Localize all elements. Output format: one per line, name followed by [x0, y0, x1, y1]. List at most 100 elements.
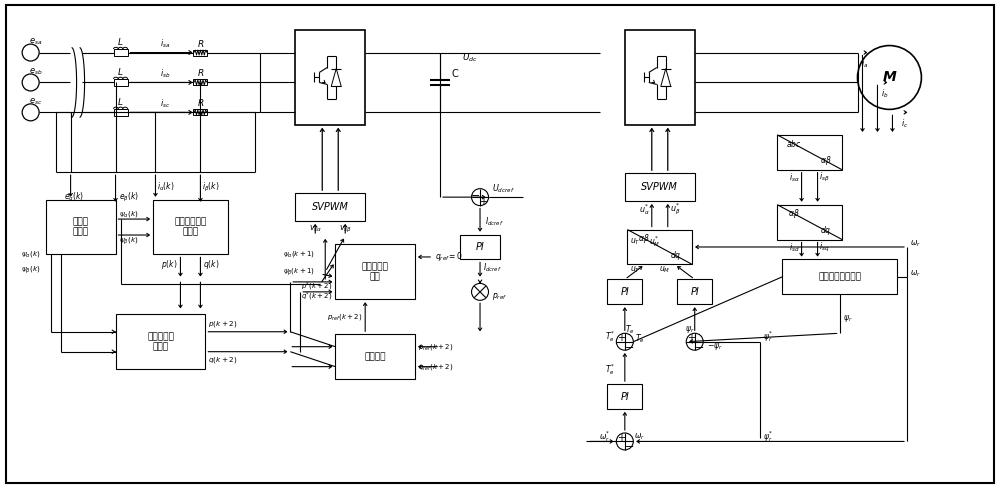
Bar: [627, 229, 692, 264]
Text: $i_{s\alpha}$: $i_{s\alpha}$: [789, 171, 800, 184]
Text: $p_{ref}$: $p_{ref}$: [492, 291, 507, 302]
Text: $q_{ref}=0$: $q_{ref}=0$: [435, 250, 463, 263]
Bar: [153, 200, 228, 255]
Text: $i_{\beta}(k)$: $i_{\beta}(k)$: [202, 181, 220, 194]
Bar: [193, 110, 207, 115]
Text: $-$: $-$: [624, 440, 634, 450]
Text: $T_{e}^{*}$: $T_{e}^{*}$: [605, 329, 615, 344]
Text: 目标函数最
小化: 目标函数最 小化: [362, 262, 389, 281]
Text: $U_{dcref}$: $U_{dcref}$: [492, 183, 515, 195]
Text: $T_{e}$: $T_{e}$: [625, 323, 635, 336]
Bar: [46, 200, 116, 255]
Text: L: L: [118, 98, 123, 107]
Text: C: C: [452, 70, 458, 79]
Text: $e_{sc}$: $e_{sc}$: [29, 96, 42, 107]
Text: $e_{\beta}(k)$: $e_{\beta}(k)$: [119, 190, 139, 204]
Text: $\omega_{r}$: $\omega_{r}$: [634, 431, 645, 442]
Bar: [295, 193, 365, 221]
Bar: [607, 280, 642, 304]
Bar: [625, 30, 695, 125]
Bar: [677, 280, 712, 304]
Text: $i_{a}$: $i_{a}$: [861, 57, 868, 70]
Text: $q(k+2)$: $q(k+2)$: [208, 355, 238, 365]
Text: $\alpha\beta$: $\alpha\beta$: [788, 207, 799, 220]
Text: 有功、无功功
率计算: 有功、无功功 率计算: [174, 217, 207, 237]
Text: $+$: $+$: [617, 332, 626, 343]
Text: $p^{*}(k+2)$: $p^{*}(k+2)$: [301, 281, 332, 293]
Text: PI: PI: [620, 392, 629, 402]
Text: $\alpha\beta$: $\alpha\beta$: [820, 154, 832, 168]
Bar: [295, 30, 365, 125]
Text: $\psi_{r}^{*}$: $\psi_{r}^{*}$: [763, 329, 773, 344]
Text: $i_{sa}$: $i_{sa}$: [160, 38, 171, 50]
Text: 磁链观测转矩计算: 磁链观测转矩计算: [818, 272, 861, 281]
Text: $i_{s\beta}$: $i_{s\beta}$: [819, 171, 830, 184]
Text: $u_{\alpha}^{*}$: $u_{\alpha}^{*}$: [639, 202, 650, 217]
Text: $\psi_{r}^{*}$: $\psi_{r}^{*}$: [763, 429, 773, 444]
Bar: [460, 235, 500, 260]
Text: $u_{M}^{*}$: $u_{M}^{*}$: [649, 235, 660, 249]
Bar: [625, 173, 695, 201]
Text: $\psi_{\alpha}(k+1)$: $\psi_{\alpha}(k+1)$: [283, 249, 315, 259]
Text: $\omega_{r}^{*}$: $\omega_{r}^{*}$: [599, 429, 611, 444]
Text: $v_{s\alpha}$: $v_{s\alpha}$: [309, 224, 322, 234]
Text: $e_{sb}$: $e_{sb}$: [29, 66, 42, 77]
Text: $e_{sa}$: $e_{sa}$: [29, 37, 42, 47]
Text: $\omega_{r}$: $\omega_{r}$: [910, 239, 921, 249]
Text: $U_{dc}$: $U_{dc}$: [462, 51, 478, 64]
Text: $T_{e}^{*}$: $T_{e}^{*}$: [605, 362, 615, 376]
Text: $dq$: $dq$: [820, 225, 831, 237]
Text: 重复控制: 重复控制: [364, 352, 386, 361]
Text: $p(k+2)$: $p(k+2)$: [208, 319, 238, 329]
Text: $i_{sq}$: $i_{sq}$: [819, 241, 830, 254]
Bar: [607, 384, 642, 409]
Text: $u_{T}$: $u_{T}$: [630, 237, 640, 247]
Text: $+$: $+$: [617, 432, 626, 443]
Text: $T_{e}$: $T_{e}$: [635, 333, 645, 345]
Text: $\omega_{r}$: $\omega_{r}$: [910, 269, 921, 279]
Text: SVPWM: SVPWM: [312, 202, 349, 212]
Text: $-$: $-$: [624, 341, 634, 351]
Text: $i_{sd}$: $i_{sd}$: [789, 241, 800, 254]
Text: $e_{\alpha}(k)$: $e_{\alpha}(k)$: [64, 191, 84, 204]
Text: R: R: [197, 99, 204, 109]
Text: $\psi_{r}$: $\psi_{r}$: [685, 324, 694, 335]
Text: $\psi_{\beta}(k)$: $\psi_{\beta}(k)$: [21, 264, 41, 276]
Text: $u_{T}$: $u_{T}$: [630, 264, 640, 275]
Text: $u_{M}$: $u_{M}$: [659, 264, 670, 275]
Text: $\psi_{\beta}(k+1)$: $\psi_{\beta}(k+1)$: [283, 266, 315, 278]
Text: $-$: $-$: [694, 341, 704, 351]
Bar: [777, 205, 842, 240]
Bar: [335, 334, 415, 379]
Text: R: R: [197, 39, 204, 49]
Text: $\psi_{\beta}(k)$: $\psi_{\beta}(k)$: [119, 235, 138, 247]
Text: $\psi_{r}$: $\psi_{r}$: [843, 313, 852, 323]
Text: $-$: $-$: [470, 188, 480, 199]
Text: $\psi_{\alpha}(k)$: $\psi_{\alpha}(k)$: [119, 209, 138, 219]
Bar: [114, 79, 128, 86]
Text: $+$: $+$: [479, 196, 488, 207]
Text: $q(k)$: $q(k)$: [203, 258, 220, 271]
Text: $I_{dcref}$: $I_{dcref}$: [485, 216, 504, 228]
Text: $q_{ref}(k+2)$: $q_{ref}(k+2)$: [418, 362, 454, 372]
Text: $p_{ref}(k+2)$: $p_{ref}(k+2)$: [327, 312, 362, 322]
Text: $\psi_{\alpha}(k)$: $\psi_{\alpha}(k)$: [21, 249, 41, 259]
Text: PI: PI: [690, 287, 699, 297]
Text: $i_{b}$: $i_{b}$: [881, 87, 888, 100]
Text: $i_{sb}$: $i_{sb}$: [160, 68, 171, 80]
Text: $i_{\alpha}(k)$: $i_{\alpha}(k)$: [157, 181, 175, 193]
Text: $q^{*}(k+2)$: $q^{*}(k+2)$: [301, 291, 332, 303]
Text: $-\psi_{r}$: $-\psi_{r}$: [707, 341, 723, 352]
Bar: [777, 135, 842, 169]
Bar: [782, 260, 897, 294]
Bar: [116, 314, 205, 369]
Text: $abc$: $abc$: [786, 138, 801, 149]
Text: M: M: [883, 71, 896, 84]
Text: L: L: [118, 38, 123, 47]
Bar: [193, 50, 207, 56]
Text: $i_{sc}$: $i_{sc}$: [160, 98, 171, 110]
Text: L: L: [118, 68, 123, 77]
Text: $p(k)$: $p(k)$: [161, 258, 177, 271]
Text: PI: PI: [476, 242, 484, 252]
Text: $\alpha\beta$: $\alpha\beta$: [638, 232, 649, 245]
